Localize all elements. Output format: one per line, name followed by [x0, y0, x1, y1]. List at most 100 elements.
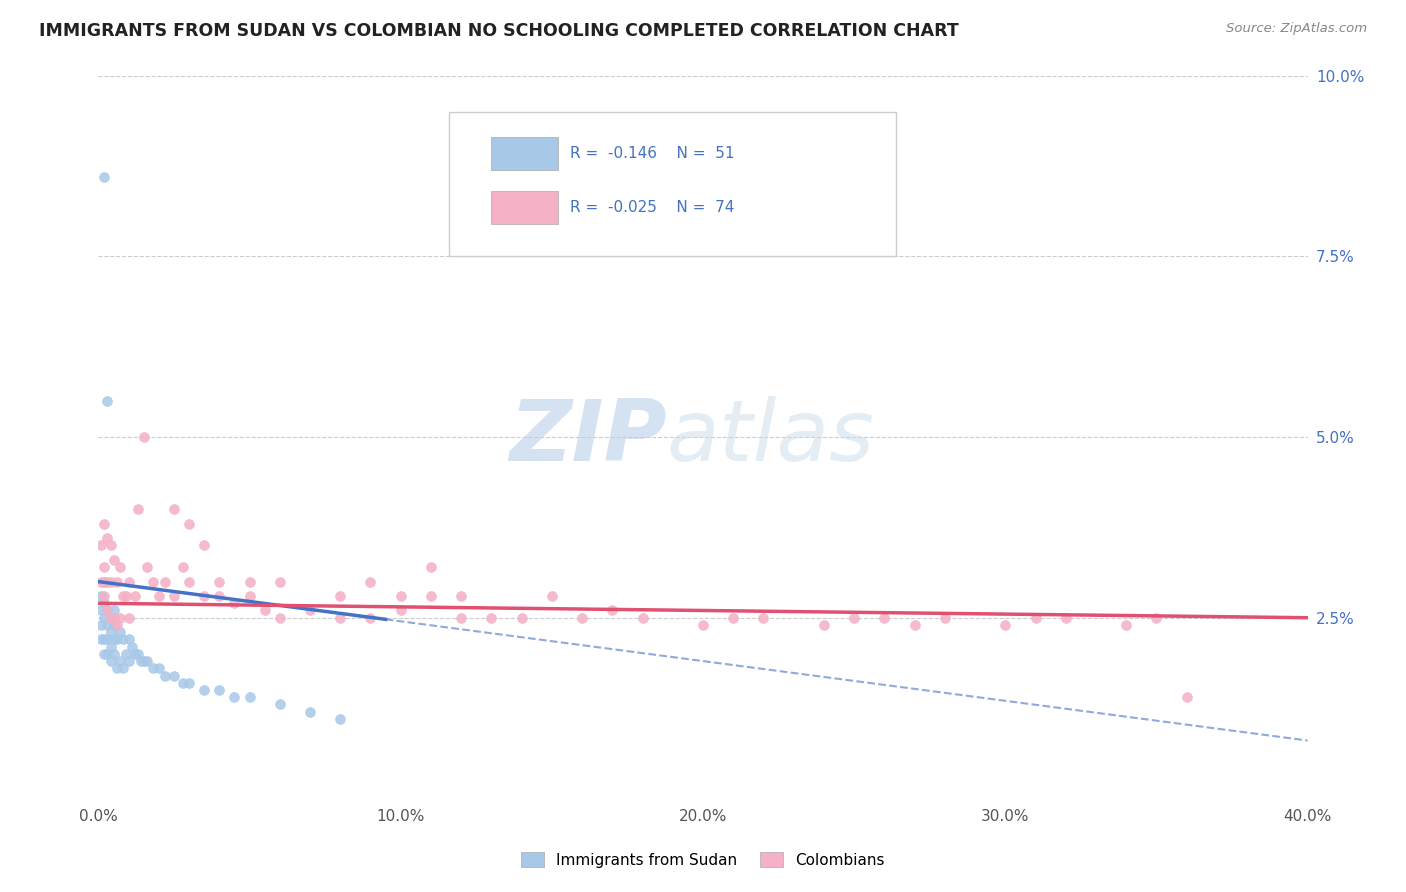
Point [103, 610, 125, 624]
Text: R =  -0.146    N =  51: R = -0.146 N = 51 [569, 145, 734, 161]
Point [111, 589, 134, 603]
Point [179, 516, 201, 531]
Point [93, 647, 115, 661]
Point [1024, 610, 1046, 624]
Point [93, 632, 115, 647]
Point [135, 654, 157, 668]
Point [813, 618, 835, 632]
Point [602, 603, 624, 617]
Point [108, 560, 131, 574]
Point [299, 705, 322, 719]
Point [934, 610, 956, 624]
Point [179, 675, 201, 690]
Point [124, 647, 146, 661]
Point [93, 516, 115, 531]
Point [1175, 690, 1198, 705]
Point [148, 661, 170, 675]
Point [118, 574, 141, 589]
Point [96, 531, 118, 545]
Point [269, 610, 291, 624]
Point [90, 589, 112, 603]
Point [90, 632, 112, 647]
Point [844, 610, 866, 624]
Point [329, 589, 352, 603]
Point [208, 589, 231, 603]
Point [103, 553, 125, 567]
Point [96, 574, 118, 589]
Point [118, 654, 141, 668]
Point [904, 618, 927, 632]
Point [100, 640, 122, 654]
Point [111, 632, 134, 647]
Point [1144, 610, 1167, 624]
Point [93, 610, 115, 624]
Point [163, 502, 186, 516]
Point [90, 618, 112, 632]
Point [100, 538, 122, 552]
Point [100, 625, 122, 640]
Legend: Immigrants from Sudan, Colombians: Immigrants from Sudan, Colombians [515, 846, 891, 874]
Point [90, 538, 112, 552]
Point [129, 654, 152, 668]
Point [105, 574, 128, 589]
Text: IMMIGRANTS FROM SUDAN VS COLOMBIAN NO SCHOOLING COMPLETED CORRELATION CHART: IMMIGRANTS FROM SUDAN VS COLOMBIAN NO SC… [39, 22, 959, 40]
Text: R =  -0.025    N =  74: R = -0.025 N = 74 [569, 200, 734, 215]
Point [114, 589, 136, 603]
Point [1054, 610, 1077, 624]
Point [100, 610, 122, 624]
Point [100, 654, 122, 668]
Point [100, 574, 122, 589]
Point [118, 632, 141, 647]
Point [631, 610, 654, 624]
Point [510, 610, 533, 624]
Point [142, 661, 165, 675]
Point [692, 618, 714, 632]
Point [118, 610, 141, 624]
Point [103, 647, 125, 661]
Text: Source: ZipAtlas.com: Source: ZipAtlas.com [1226, 22, 1367, 36]
Point [420, 560, 443, 574]
Point [90, 603, 112, 617]
Point [239, 589, 262, 603]
Point [269, 698, 291, 712]
Point [208, 683, 231, 698]
Point [96, 647, 118, 661]
Point [124, 589, 146, 603]
Point [208, 574, 231, 589]
Point [163, 589, 186, 603]
Point [193, 589, 215, 603]
Point [96, 618, 118, 632]
Text: atlas: atlas [666, 395, 875, 479]
Point [172, 560, 194, 574]
Point [108, 654, 131, 668]
Point [239, 574, 262, 589]
Point [723, 610, 745, 624]
Point [148, 589, 170, 603]
Point [193, 538, 215, 552]
Point [93, 169, 115, 184]
Point [224, 596, 246, 610]
Point [253, 603, 276, 617]
Point [1115, 618, 1137, 632]
Point [329, 610, 352, 624]
Point [103, 632, 125, 647]
Point [179, 574, 201, 589]
Point [121, 640, 143, 654]
FancyBboxPatch shape [492, 192, 558, 224]
Point [994, 618, 1017, 632]
Point [481, 610, 503, 624]
Point [93, 596, 115, 610]
Point [132, 430, 155, 444]
Point [132, 654, 155, 668]
FancyBboxPatch shape [492, 137, 558, 169]
Point [540, 589, 562, 603]
Point [224, 690, 246, 705]
Point [153, 668, 176, 682]
Point [127, 647, 149, 661]
Point [105, 632, 128, 647]
Point [752, 610, 775, 624]
Point [105, 618, 128, 632]
Point [96, 394, 118, 409]
Point [172, 675, 194, 690]
Point [96, 603, 118, 617]
